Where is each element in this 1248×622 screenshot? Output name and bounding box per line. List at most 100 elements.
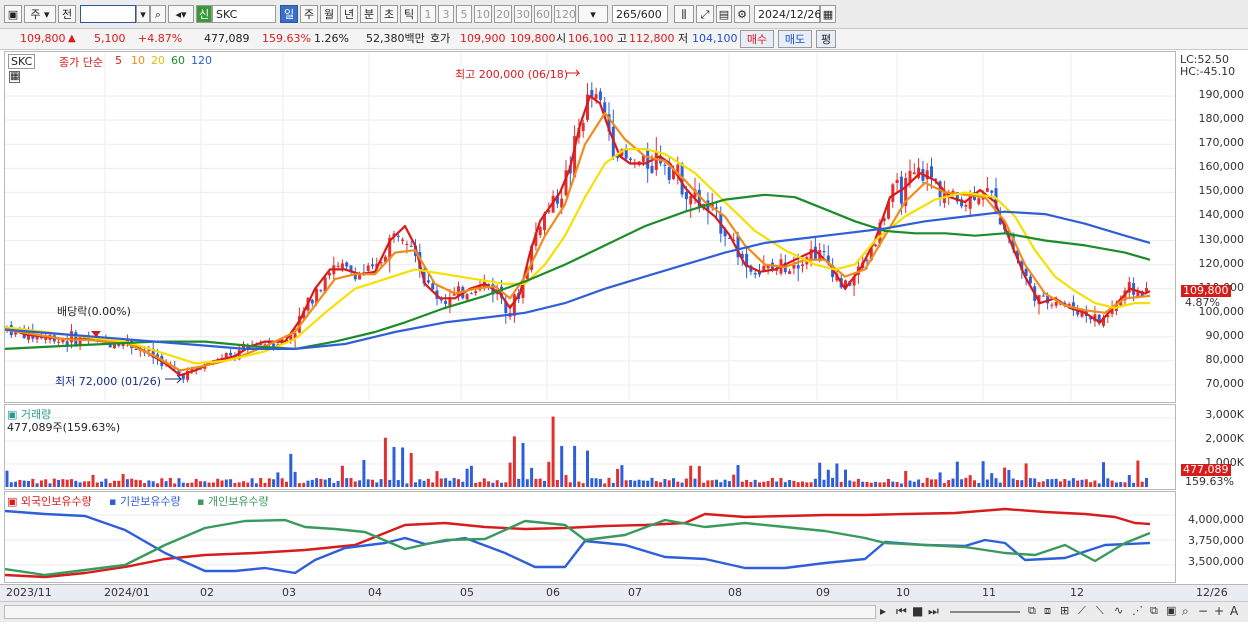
candle-body xyxy=(663,164,667,166)
line-tool-icon[interactable]: ⟋ xyxy=(1078,604,1086,617)
display-count-field[interactable]: 265/600 xyxy=(612,5,668,23)
volume-bar xyxy=(715,479,718,487)
interval-5[interactable]: 5 xyxy=(456,5,472,23)
candle-body xyxy=(732,239,736,241)
candle-body xyxy=(693,189,697,198)
gear-icon[interactable]: ⚙ xyxy=(734,5,750,23)
sell-button[interactable]: 매도 xyxy=(778,30,812,48)
tab-minute[interactable]: 분 xyxy=(360,5,378,23)
speaker-icon[interactable]: ◂▾ xyxy=(168,5,194,23)
zoom-out-icon[interactable]: − xyxy=(1198,604,1209,618)
volume-bar xyxy=(319,478,323,487)
code-dropdown-icon[interactable]: ▾ xyxy=(136,5,150,23)
volume-bar xyxy=(1136,460,1140,487)
fib-tool-icon[interactable]: ⋰ xyxy=(1132,604,1143,617)
candle-body xyxy=(934,178,938,180)
volume-bar xyxy=(981,461,985,487)
calendar-icon[interactable]: ▦ xyxy=(820,5,836,23)
period-type-select[interactable]: 주 ▾ xyxy=(24,5,56,23)
first-page-icon[interactable]: ⏮ xyxy=(896,604,907,618)
draw-tool-icon[interactable]: ⤢ xyxy=(696,5,714,23)
interval-10[interactable]: 10 xyxy=(474,5,492,23)
tab-tick[interactable]: 틱 xyxy=(400,5,418,23)
date-input[interactable]: 2024/12/26 xyxy=(754,5,821,23)
chart-layout-icon[interactable]: ▣ xyxy=(4,5,22,23)
zoom-slider[interactable] xyxy=(950,611,1020,613)
prev-button[interactable]: 전 xyxy=(58,5,76,23)
volume-bar xyxy=(994,478,998,487)
zoom-icon[interactable]: ⌕ xyxy=(1182,604,1189,618)
wave-tool-icon[interactable]: ∿ xyxy=(1114,604,1124,617)
compare-icon[interactable]: ⧈ xyxy=(1044,604,1051,617)
evaluation-button[interactable]: 평 xyxy=(816,30,836,48)
candle-body xyxy=(865,260,869,262)
candle-body xyxy=(323,277,327,293)
candle-body xyxy=(547,210,551,213)
candle-body xyxy=(272,343,276,348)
candlestick-chart[interactable] xyxy=(5,52,1175,402)
buy-button[interactable]: 매수 xyxy=(740,30,774,48)
scroll-right-icon[interactable]: ▸ xyxy=(880,604,887,618)
tab-year[interactable]: 년 xyxy=(340,5,358,23)
candle-body xyxy=(753,273,757,275)
individual-holding-line xyxy=(5,518,1151,577)
trend-tool-icon[interactable]: ⟍ xyxy=(1096,604,1104,617)
interval-dropdown[interactable]: ▾ xyxy=(578,5,608,23)
volume-bar xyxy=(697,466,701,487)
volume-chart[interactable] xyxy=(5,405,1175,489)
horizontal-scrollbar[interactable] xyxy=(4,605,876,619)
stock-code-input[interactable]: 011790 xyxy=(80,5,136,23)
volume-bar xyxy=(9,482,13,487)
volume-bar xyxy=(1067,480,1071,487)
grid-icon[interactable]: ▦ xyxy=(9,71,21,83)
lc-value: LC:52.50 xyxy=(1180,53,1230,66)
interval-60[interactable]: 60 xyxy=(534,5,552,23)
interval-1[interactable]: 1 xyxy=(420,5,436,23)
copy-icon[interactable]: ⧉ xyxy=(1150,604,1158,617)
zoom-in-icon[interactable]: + xyxy=(1214,604,1225,618)
candle-body xyxy=(199,368,202,370)
volume-bar xyxy=(113,480,116,487)
text-size-icon[interactable]: A xyxy=(1230,604,1239,618)
volume-bar xyxy=(289,453,293,487)
print-icon[interactable]: ▣ xyxy=(1166,604,1177,617)
volume-bar xyxy=(573,445,577,487)
stock-name-field[interactable]: SKC xyxy=(212,5,276,23)
candle-body xyxy=(44,337,48,340)
price-tick-label: 80,000 xyxy=(1205,352,1245,366)
candle-body xyxy=(1067,304,1071,307)
interval-30[interactable]: 30 xyxy=(514,5,532,23)
volume-bar xyxy=(1046,479,1050,487)
volume-bar xyxy=(242,481,245,487)
save-icon[interactable]: ▤ xyxy=(716,5,732,23)
candle-type-icon[interactable]: ⫼ xyxy=(674,5,694,23)
layout-icon[interactable]: ⧉ xyxy=(1028,604,1036,617)
volume-bar xyxy=(465,468,469,487)
tab-month[interactable]: 월 xyxy=(320,5,338,23)
interval-120[interactable]: 120 xyxy=(554,5,576,23)
last-page-icon[interactable]: ⏭ xyxy=(928,604,939,618)
candle-body xyxy=(186,370,190,380)
tab-week[interactable]: 주 xyxy=(300,5,318,23)
holdings-chart[interactable] xyxy=(5,492,1175,582)
institution-holding-line xyxy=(5,509,1151,575)
low-label: 저 xyxy=(678,32,689,45)
volume-panel[interactable]: ▣ 거래량 477,089주(159.63%) xyxy=(4,404,1176,490)
volume-bar xyxy=(1132,482,1136,487)
tab-day[interactable]: 일 xyxy=(280,5,298,23)
stop-icon[interactable]: ■ xyxy=(912,604,924,618)
interval-3[interactable]: 3 xyxy=(438,5,454,23)
volume-bar xyxy=(138,480,142,487)
search-icon[interactable]: ⌕ xyxy=(150,5,166,23)
ma-20-line xyxy=(5,148,1150,365)
volume-bar xyxy=(835,463,839,487)
candle-body xyxy=(1016,250,1019,259)
holdings-panel[interactable]: ▣ 외국인보유수량 ▪ 기관보유수량 ▪ 개인보유수량 xyxy=(4,491,1176,583)
price-panel[interactable]: SKC 종가 단순 5 10 20 60 120 ▦ 최고 200,000 (0… xyxy=(4,51,1176,403)
pattern-icon[interactable]: ⊞ xyxy=(1060,604,1070,617)
volume-bar xyxy=(1084,479,1088,487)
volume-bar xyxy=(508,462,512,487)
volume-bar xyxy=(259,477,263,487)
interval-20[interactable]: 20 xyxy=(494,5,512,23)
tab-second[interactable]: 초 xyxy=(380,5,398,23)
